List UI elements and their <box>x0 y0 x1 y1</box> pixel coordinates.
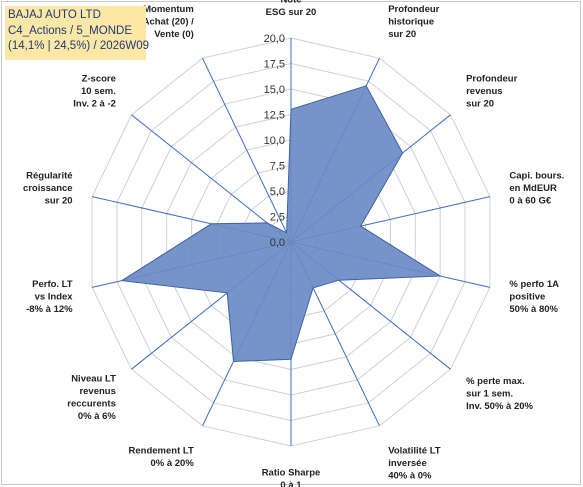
series-area <box>120 85 442 363</box>
axis-label: Profondeur historique sur 20 <box>388 4 439 40</box>
tick-label: 20,0 <box>264 33 285 45</box>
axis-label: Momentum Achat (20) / Vente (0) <box>143 4 195 40</box>
axis-label-line: Ratio Sharpe <box>262 468 321 479</box>
chart-title-box: BAJAJ AUTO LTD C4_Actions / 5_MONDE (14,… <box>5 6 150 60</box>
axis-label: Z-score 10 sem. Inv. 2 à -2 <box>73 73 116 109</box>
axis-label-line: ESG sur 20 <box>266 7 317 18</box>
tick-label: 15,0 <box>264 84 285 96</box>
axis-label-line: Profondeur <box>388 4 439 15</box>
axis-label-line: 0 à 1 <box>280 480 302 487</box>
axis-label-line: 0% à 20% <box>150 458 194 469</box>
tick-label: 10,0 <box>264 135 285 147</box>
axis-label-line: revenus <box>79 386 115 397</box>
axis-label: Rendement LT 0% à 20% <box>129 445 195 469</box>
axis-labels: Note ESG sur 20 Profondeur historique sur 20… <box>23 0 564 487</box>
axis-label: % perte max. sur 1 sem. Inv. 50% à 20% <box>466 376 533 412</box>
axis-label-line: en MdEUR <box>509 183 557 194</box>
axis-label-line: 10 sem. <box>81 86 116 97</box>
axis-label-line: 0 à 60 G€ <box>509 196 551 207</box>
tick-label: 7,5 <box>270 161 285 173</box>
axis-label-line: Vente (0) <box>154 29 194 40</box>
axis-label-line: Z-score <box>82 73 116 84</box>
tick-label: 2,5 <box>270 212 285 224</box>
axis-label: % perfo 1A positive 50% à 80% <box>509 279 559 315</box>
axis-label-line: croissance <box>23 183 73 194</box>
radar-series <box>120 85 442 363</box>
axis-label-line: Régularité <box>26 171 72 182</box>
title-line-2: C4_Actions / 5_MONDE <box>8 24 132 37</box>
axis-label-line: historique <box>388 17 434 28</box>
axis-label-line: Capi. bours. <box>509 171 564 182</box>
axis-label-line: Note <box>280 0 301 6</box>
tick-label: 17,5 <box>264 59 285 71</box>
tick-label: 12,5 <box>264 110 285 122</box>
title-line-3: (14,1% | 24,5%) / 2026W09 <box>8 40 150 52</box>
axis-label-line: Inv. 2 à -2 <box>73 98 116 109</box>
axis-label-line: inversée <box>388 458 427 469</box>
title-line-1: BAJAJ AUTO LTD <box>8 9 101 21</box>
axis-label-line: revenus <box>466 86 502 97</box>
axis-label-line: Achat (20) / <box>143 17 195 28</box>
axis-label-line: reccurents <box>67 399 116 410</box>
axis-spoke <box>131 114 292 243</box>
axis-label: Profondeur revenus sur 20 <box>466 73 517 109</box>
axis-label: Niveau LT revenus reccurents 0% à 6% <box>67 374 116 423</box>
axis-label-line: Profondeur <box>466 73 517 84</box>
axis-label-line: 0% à 6% <box>78 411 117 422</box>
axis-label-line: sur 1 sem. <box>466 389 513 400</box>
axis-label-line: Inv. 50% à 20% <box>466 401 533 412</box>
axis-label-line: Perfo. LT <box>32 279 73 290</box>
axis-label-line: sur 20 <box>388 29 416 40</box>
axis-label: Ratio Sharpe 0 à 1 <box>262 468 321 487</box>
axis-label-line: positive <box>509 291 545 302</box>
axis-label: Capi. bours. en MdEUR 0 à 60 G€ <box>509 171 564 207</box>
tick-label: 0,0 <box>270 237 285 249</box>
axis-label: Volatilité LT inversée 40% à 0% <box>388 445 441 481</box>
axis-label-line: 50% à 80% <box>509 304 558 315</box>
axis-label: Note ESG sur 20 <box>266 0 317 18</box>
axis-label-line: % perte max. <box>466 376 525 387</box>
axis-label-line: Momentum <box>143 4 194 15</box>
axis-label-line: Volatilité LT <box>388 445 441 456</box>
axis-label-line: sur 20 <box>466 98 494 109</box>
axis-label-line: -8% à 12% <box>26 304 73 315</box>
axis-label-line: 40% à 0% <box>388 470 432 481</box>
axis-label: Perfo. LT vs Index -8% à 12% <box>26 279 73 315</box>
axis-label-line: vs Index <box>35 291 74 302</box>
axis-spoke <box>202 57 292 243</box>
tick-label: 5,0 <box>270 186 285 198</box>
axis-label-line: sur 20 <box>45 196 73 207</box>
axis-label-line: Niveau LT <box>71 374 116 385</box>
radial-tick-labels: 0,0 2,5 5,0 7,5 10,0 12,5 15,0 17,5 20,0 <box>264 33 285 249</box>
axis-label-line: % perfo 1A <box>509 279 559 290</box>
axis-label-line: Rendement LT <box>129 445 194 456</box>
axis-label: Régularité croissance sur 20 <box>23 171 73 207</box>
